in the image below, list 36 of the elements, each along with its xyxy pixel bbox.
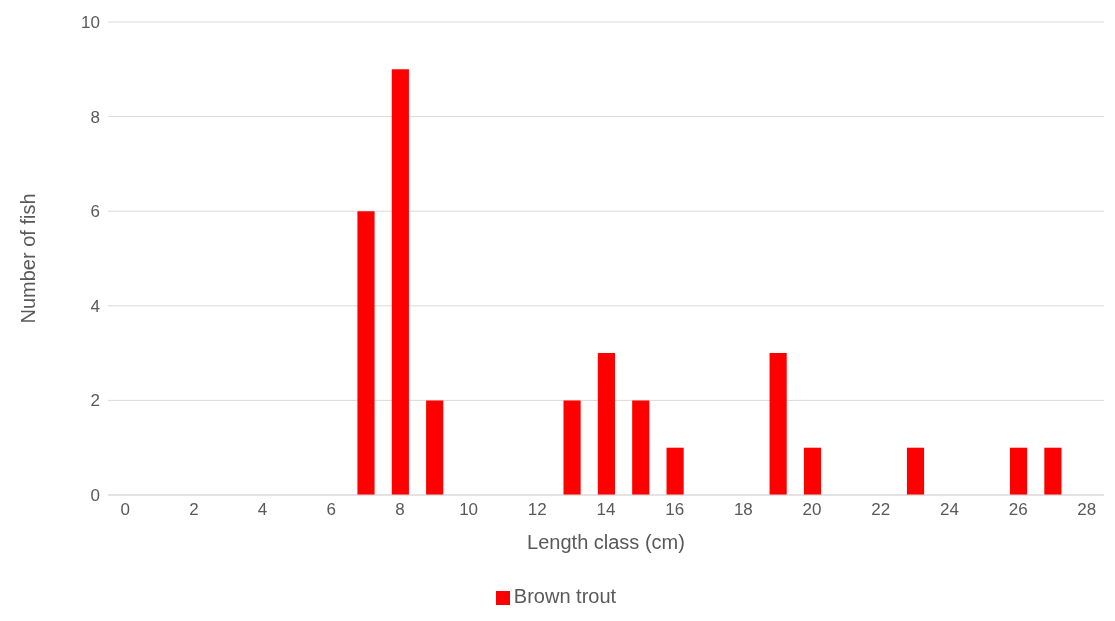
bar [803, 447, 822, 495]
y-tick-label: 8 [90, 107, 100, 127]
y-tick-label: 10 [81, 13, 100, 33]
x-tick-label: 24 [939, 500, 959, 520]
x-tick-label: 22 [871, 500, 891, 520]
bar [1009, 447, 1028, 495]
y-tick-label: 2 [90, 391, 100, 411]
x-tick-label: 2 [189, 500, 199, 520]
legend-label: Brown trout [513, 585, 617, 607]
x-tick-label: 4 [257, 500, 268, 520]
x-tick-label: 8 [395, 500, 405, 520]
bar [391, 69, 409, 495]
x-tick-label: 10 [459, 500, 479, 520]
x-tick-label: 26 [1008, 500, 1028, 520]
bar [563, 400, 581, 495]
y-tick-label: 6 [90, 202, 100, 222]
bar [357, 211, 375, 495]
y-tick-label: 4 [90, 296, 100, 316]
x-tick-label: 16 [665, 500, 685, 520]
y-axis-title: Number of fish [17, 193, 40, 324]
x-tick-label: 20 [802, 500, 822, 520]
x-tick-label: 6 [326, 500, 336, 520]
x-tick-label: 14 [596, 500, 616, 520]
y-tick-label: 0 [90, 486, 100, 506]
x-tick-label: 12 [527, 500, 547, 520]
bar [1044, 447, 1062, 495]
x-axis-title: Length class (cm) [527, 531, 685, 554]
bar [769, 353, 787, 495]
bar [906, 447, 925, 495]
x-tick-label: 28 [1077, 500, 1097, 520]
x-tick-label: 0 [120, 500, 130, 520]
bar [632, 400, 650, 495]
x-tick-label: 18 [733, 500, 753, 520]
bar [426, 400, 444, 495]
bar [597, 353, 615, 495]
bar [666, 447, 684, 495]
